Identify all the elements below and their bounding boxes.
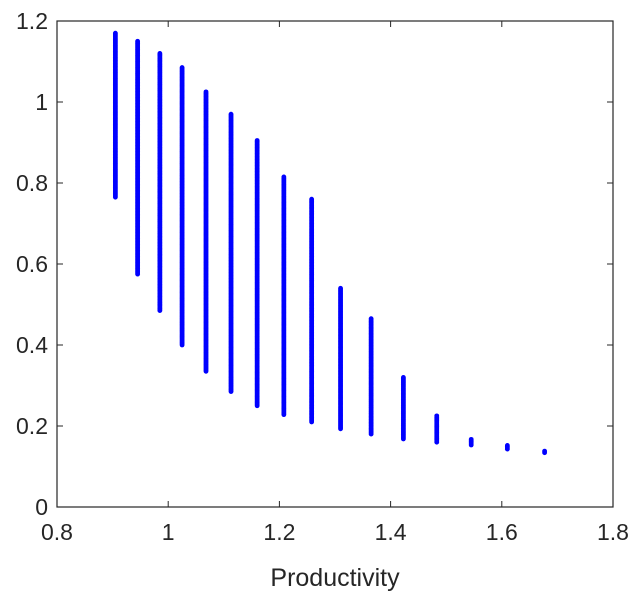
data-point xyxy=(368,316,374,322)
data-point xyxy=(468,436,474,442)
data-point xyxy=(203,89,209,95)
tick-marks xyxy=(56,20,614,508)
y-tick-labels: 0 0.2 0.4 0.6 0.8 1 1.2 xyxy=(16,8,48,520)
data-point xyxy=(157,51,163,56)
y-tick-label: 1 xyxy=(35,89,48,115)
x-tick-label: 1.2 xyxy=(263,519,295,545)
data-points xyxy=(112,30,548,456)
data-point xyxy=(254,138,260,143)
x-tick-label: 1.8 xyxy=(597,519,629,545)
x-tick-label: 1 xyxy=(162,519,175,545)
data-point xyxy=(504,443,510,448)
y-tick-label: 0.6 xyxy=(16,251,48,277)
y-tick-label: 0.8 xyxy=(16,170,48,196)
y-tick-label: 0.2 xyxy=(16,413,48,439)
data-point xyxy=(400,375,406,380)
x-tick-label: 0.8 xyxy=(41,519,73,545)
plot-background xyxy=(57,21,613,507)
x-tick-label: 1.6 xyxy=(486,519,518,545)
y-tick-label: 1.2 xyxy=(16,8,48,34)
data-point xyxy=(281,174,287,180)
y-tick-label: 0.4 xyxy=(16,332,48,358)
y-tick-label: 0 xyxy=(35,494,48,520)
x-tick-labels: 0.8 1 1.2 1.4 1.6 1.8 xyxy=(41,519,629,545)
data-point xyxy=(228,111,234,117)
data-point xyxy=(434,413,440,419)
data-point xyxy=(338,285,343,291)
x-tick-label: 1.4 xyxy=(375,519,407,545)
x-axis-label: Productivity xyxy=(270,564,400,592)
data-point xyxy=(542,448,548,454)
data-point xyxy=(309,196,315,202)
data-point xyxy=(179,65,185,70)
data-point xyxy=(112,30,118,36)
data-point xyxy=(135,38,141,44)
